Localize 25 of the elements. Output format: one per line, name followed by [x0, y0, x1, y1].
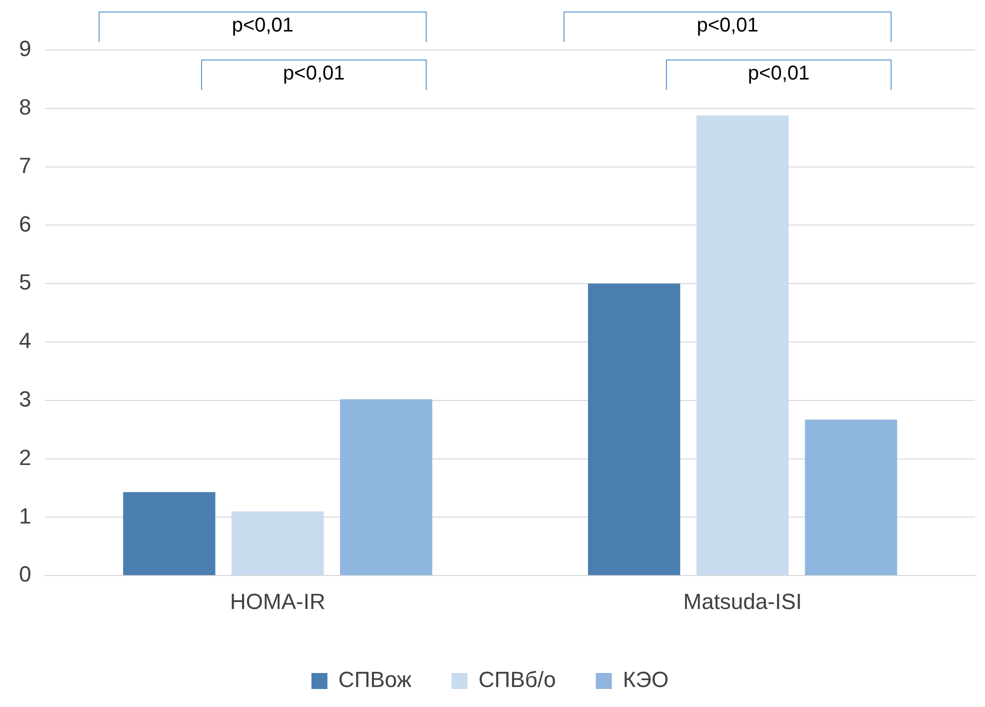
- x-tick-label: HOMA-IR: [230, 588, 326, 614]
- annotation: p<0,01: [748, 62, 810, 85]
- y-tick-label: 4: [18, 328, 32, 354]
- bar: [340, 399, 432, 576]
- y-tick-label: 8: [18, 94, 32, 120]
- y-tick-label: 5: [18, 270, 32, 295]
- legend-label: СПВб/о: [478, 667, 556, 692]
- bar: [588, 284, 680, 576]
- bar: [696, 115, 789, 576]
- bar: [123, 492, 216, 576]
- y-tick-label: 2: [18, 444, 32, 470]
- y-tick-label: 6: [18, 211, 32, 236]
- y-tick-label: 3: [18, 386, 32, 412]
- legend-label: КЭО: [622, 667, 669, 692]
- legend-label: СПВож: [338, 667, 412, 692]
- y-tick-label: 1: [18, 503, 32, 528]
- y-tick-label: 7: [18, 152, 32, 178]
- annotation: p<0,01: [283, 62, 345, 85]
- x-tick-label: Matsuda-ISI: [683, 588, 802, 614]
- bar: [232, 511, 324, 576]
- text: p<0,01: [232, 14, 294, 37]
- bar: [804, 420, 898, 576]
- y-tick-label: 9: [18, 36, 32, 62]
- y-tick-label: 0: [18, 562, 32, 587]
- text: p<0,01: [696, 14, 758, 37]
